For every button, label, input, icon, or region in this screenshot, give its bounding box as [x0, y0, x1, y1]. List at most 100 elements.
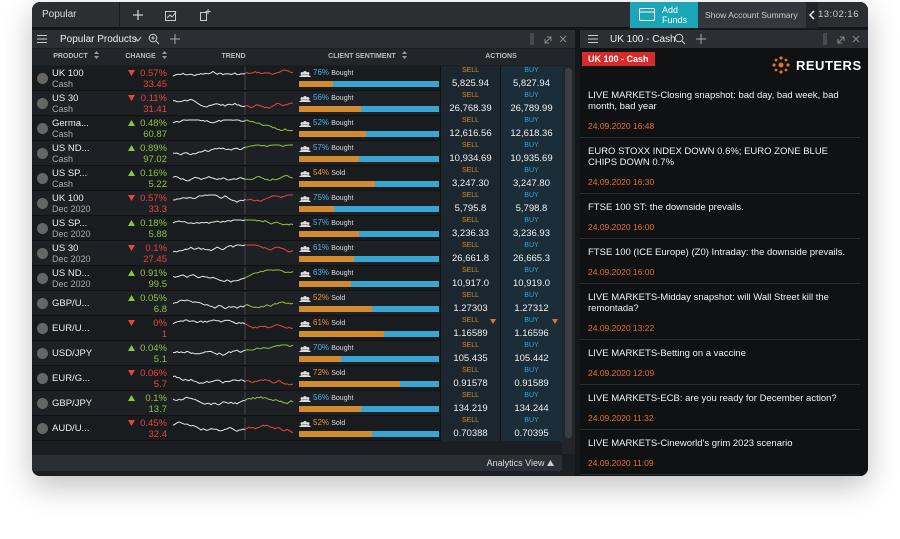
info-icon[interactable] — [37, 398, 48, 409]
buy-price[interactable]: 26,789.99 — [510, 103, 553, 114]
buy-label[interactable]: BUY — [524, 167, 539, 174]
buy-price[interactable]: 3,236.93 — [513, 228, 550, 239]
add-tab-icon[interactable] — [132, 9, 144, 21]
info-icon[interactable] — [37, 173, 48, 184]
buy-label[interactable]: BUY — [524, 267, 539, 274]
buy-label[interactable]: BUY — [524, 292, 539, 299]
info-icon[interactable] — [37, 198, 48, 209]
sell-label[interactable]: SELL — [461, 367, 480, 374]
column-header[interactable]: CLIENT SENTIMENT — [295, 49, 440, 65]
sell-label[interactable]: SELL — [461, 117, 480, 124]
sell-price[interactable]: 134.219 — [453, 403, 488, 414]
buy-label[interactable]: BUY — [524, 67, 539, 74]
info-icon[interactable] — [37, 223, 48, 234]
sell-cell[interactable]: SELL 105.435 — [440, 341, 500, 366]
buy-price[interactable]: 10,935.69 — [510, 153, 553, 164]
menu-icon[interactable] — [37, 34, 47, 44]
news-item[interactable]: LIVE MARKETS-Midday snapshot: will Wall … — [580, 284, 860, 340]
buy-cell[interactable]: BUY 10,935.69 — [500, 141, 562, 166]
sell-price[interactable]: 5,795.8 — [454, 203, 487, 214]
sell-cell[interactable]: SELL 26,768.39 — [440, 91, 500, 116]
sell-cell[interactable]: SELL 0.91578 — [440, 366, 500, 391]
news-item[interactable]: FTSE 100 (ICE Europe) (Z0) Intraday: the… — [580, 239, 860, 284]
product-row[interactable]: UK 100 Dec 2020 0.57% 33.3 75% Bought SELL 5,7… — [32, 191, 562, 216]
buy-cell[interactable]: BUY 12,618.36 — [500, 116, 562, 141]
news-headline[interactable]: LIVE MARKETS-ECB: are you ready for Dece… — [588, 393, 837, 404]
markets-tab[interactable]: Popular Markets — [32, 2, 120, 46]
sell-label[interactable]: SELL — [461, 242, 480, 249]
buy-price[interactable]: 134.244 — [514, 403, 549, 414]
sell-cell[interactable]: SELL 0.70388 — [440, 416, 500, 441]
expand-arrow[interactable] — [547, 460, 554, 466]
sell-label[interactable]: SELL — [461, 217, 480, 224]
news-item[interactable]: FTSE 100 ST: the downside prevails. 24.09… — [580, 194, 860, 239]
sell-price[interactable]: 10,917.0 — [452, 278, 489, 289]
window-controls[interactable] — [529, 33, 573, 45]
analytics-view-label[interactable]: Analytics View — [486, 458, 545, 468]
sell-price[interactable]: 3,247.30 — [452, 178, 489, 189]
chart-icon[interactable] — [164, 8, 178, 22]
search-icon[interactable] — [148, 33, 160, 45]
sell-price[interactable]: 26,661.8 — [452, 253, 489, 264]
news-headline[interactable]: LIVE MARKETS-Midday snapshot: will Wall … — [588, 292, 829, 314]
scrollbar[interactable] — [562, 66, 575, 454]
collapse-arrow[interactable] — [806, 2, 818, 28]
sell-cell[interactable]: SELL 12,616.56 — [440, 116, 500, 141]
menu-icon[interactable] — [588, 34, 598, 44]
buy-price[interactable]: 1.16596 — [514, 328, 549, 339]
sort-arrows[interactable] — [93, 51, 99, 59]
product-row[interactable]: US ND... Dec 2020 0.91% 99.5 63% Bought SELL 1… — [32, 266, 562, 291]
news-headline[interactable]: LIVE MARKETS-Cineworld's grim 2023 scena… — [588, 438, 793, 449]
buy-cell[interactable]: BUY 105.442 — [500, 341, 562, 366]
buy-price[interactable]: 105.442 — [514, 353, 549, 364]
buy-label[interactable]: BUY — [524, 192, 539, 199]
buy-label[interactable]: BUY — [524, 317, 539, 324]
dropdown-icon[interactable] — [134, 35, 142, 43]
buy-price[interactable]: 26,665.3 — [513, 253, 550, 264]
news-item[interactable]: LIVE MARKETS-Betting on a vaccine 24.09.2… — [580, 340, 860, 385]
product-row[interactable]: US SP... Dec 2020 0.18% 5.88 57% Bought SELL 3… — [32, 216, 562, 241]
sell-price[interactable]: 10,934.69 — [449, 153, 492, 164]
sell-label[interactable]: SELL — [461, 92, 480, 99]
buy-label[interactable]: BUY — [524, 392, 539, 399]
buy-label[interactable]: BUY — [524, 417, 539, 424]
buy-cell[interactable]: BUY 3,236.93 — [500, 216, 562, 241]
sell-price[interactable]: 1.27303 — [453, 303, 488, 314]
account-summary-button[interactable]: Show Account Summary — [698, 2, 806, 28]
sell-cell[interactable]: SELL 10,934.69 — [440, 141, 500, 166]
info-icon[interactable] — [37, 73, 48, 84]
search-icon[interactable] — [674, 33, 686, 45]
sell-price[interactable]: 12,616.56 — [449, 128, 492, 139]
buy-price[interactable]: 0.70395 — [514, 428, 549, 439]
sell-label[interactable]: SELL — [461, 392, 480, 399]
buy-cell[interactable]: BUY 0.70395 — [500, 416, 562, 441]
sell-label[interactable]: SELL — [461, 342, 480, 349]
buy-cell[interactable]: BUY 0.91589 — [500, 366, 562, 391]
window-icon[interactable] — [198, 8, 212, 22]
sell-label[interactable]: SELL — [461, 292, 480, 299]
product-row[interactable]: EUR/G... 0.06% 5.7 72% Sold SELL 0.91578 BUY 0.… — [32, 366, 562, 391]
product-row[interactable]: US ND... Cash 0.89% 97.02 57% Bought SELL 10,9… — [32, 141, 562, 166]
sell-cell[interactable]: SELL 5,825.94 — [440, 66, 500, 91]
buy-cell[interactable]: BUY 10,919.0 — [500, 266, 562, 291]
sell-cell[interactable]: SELL 1.16589 — [440, 316, 500, 341]
buy-label[interactable]: BUY — [524, 92, 539, 99]
footer-bar[interactable]: Analytics View — [32, 455, 562, 471]
buy-price[interactable]: 10,919.0 — [513, 278, 550, 289]
product-row[interactable]: Germa... Cash 0.48% 60.87 52% Bought SELL 12,6… — [32, 116, 562, 141]
product-row[interactable]: GBP/U... 0.05% 6.8 52% Sold SELL 1.27303 BUY 1.… — [32, 291, 562, 316]
info-icon[interactable] — [37, 98, 48, 109]
product-row[interactable]: EUR/U... 0% 1 61% Sold SELL 1.16589 BUY 1.16596 — [32, 316, 562, 341]
buy-price[interactable]: 5,827.94 — [513, 78, 550, 89]
buy-price[interactable]: 1.27312 — [514, 303, 549, 314]
sort-arrows[interactable] — [401, 51, 407, 59]
sell-label[interactable]: SELL — [461, 317, 480, 324]
sell-price[interactable]: 0.70388 — [453, 428, 488, 439]
sell-price[interactable]: 105.435 — [453, 353, 488, 364]
buy-label[interactable]: BUY — [524, 142, 539, 149]
buy-cell[interactable]: BUY 3,247.80 — [500, 166, 562, 191]
news-headline[interactable]: EURO STOXX INDEX DOWN 0.6%; EURO ZONE BL… — [588, 146, 829, 168]
info-icon[interactable] — [37, 248, 48, 259]
sell-cell[interactable]: SELL 134.219 — [440, 391, 500, 416]
sell-label[interactable]: SELL — [461, 167, 480, 174]
